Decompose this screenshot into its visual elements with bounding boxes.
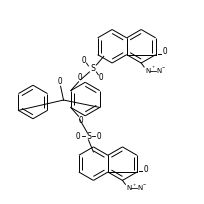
Text: $^-$: $^-$	[142, 183, 147, 188]
Text: $^-$: $^-$	[160, 65, 166, 70]
Text: O: O	[75, 132, 80, 141]
Text: S: S	[85, 132, 91, 141]
Text: O: O	[81, 55, 85, 65]
Text: O: O	[77, 73, 82, 82]
Text: N: N	[137, 185, 142, 191]
Text: N: N	[126, 185, 131, 191]
Text: O: O	[143, 165, 147, 174]
Text: O: O	[162, 47, 166, 56]
Text: O: O	[78, 116, 82, 125]
Text: N: N	[145, 68, 150, 74]
Text: $^+$: $^+$	[151, 65, 156, 70]
Text: O: O	[57, 77, 62, 86]
Text: $^+$: $^+$	[132, 183, 137, 188]
Text: S: S	[90, 64, 94, 73]
Text: N: N	[156, 68, 161, 74]
Text: O: O	[99, 73, 103, 82]
Text: O: O	[96, 132, 101, 141]
